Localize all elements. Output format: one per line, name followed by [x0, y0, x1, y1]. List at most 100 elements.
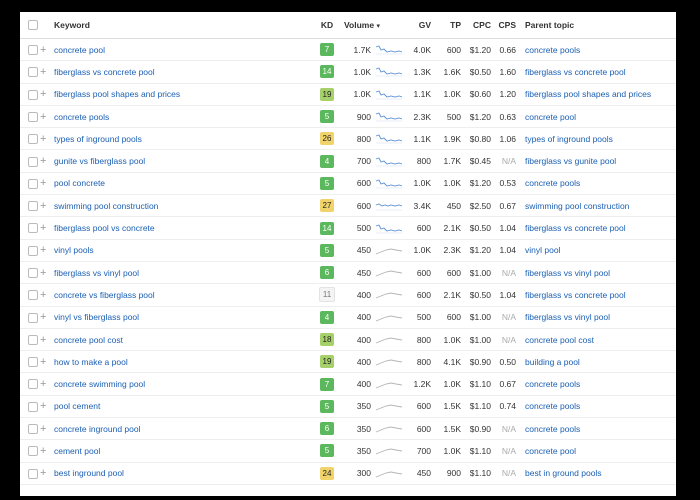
header-parent-topic[interactable]: Parent topic — [519, 12, 676, 39]
parent-topic-link[interactable]: concrete pools — [525, 44, 581, 55]
keyword-link[interactable]: best inground pool — [54, 468, 124, 479]
keyword-link[interactable]: swimming pool construction — [54, 200, 159, 211]
plus-icon[interactable]: + — [40, 378, 47, 391]
add-keyword-cell[interactable]: + — [40, 105, 54, 127]
plus-icon[interactable]: + — [40, 65, 47, 78]
row-checkbox-cell[interactable] — [20, 128, 40, 150]
row-checkbox[interactable] — [28, 156, 38, 167]
trend-sparkline[interactable] — [375, 111, 403, 122]
trend-cell[interactable] — [374, 39, 404, 61]
row-checkbox-cell[interactable] — [20, 418, 40, 440]
header-cps[interactable]: CPS — [494, 12, 519, 39]
parent-topic-link[interactable]: concrete pool cost — [525, 334, 594, 345]
row-checkbox-cell[interactable] — [20, 284, 40, 306]
trend-cell[interactable] — [374, 261, 404, 283]
header-kd[interactable]: KD — [310, 12, 344, 39]
row-checkbox-cell[interactable] — [20, 83, 40, 105]
trend-sparkline[interactable] — [375, 156, 403, 167]
header-gv[interactable]: GV — [404, 12, 434, 39]
trend-cell[interactable] — [374, 462, 404, 484]
add-keyword-cell[interactable]: + — [40, 284, 54, 306]
add-keyword-cell[interactable]: + — [40, 239, 54, 261]
row-checkbox[interactable] — [28, 334, 38, 345]
trend-cell[interactable] — [374, 395, 404, 417]
trend-cell[interactable] — [374, 418, 404, 440]
row-checkbox-cell[interactable] — [20, 306, 40, 328]
add-keyword-cell[interactable]: + — [40, 462, 54, 484]
row-checkbox-cell[interactable] — [20, 105, 40, 127]
plus-icon[interactable]: + — [40, 266, 47, 279]
trend-cell[interactable] — [374, 150, 404, 172]
trend-sparkline[interactable] — [375, 178, 403, 189]
add-keyword-cell[interactable]: + — [40, 373, 54, 395]
row-checkbox-cell[interactable] — [20, 440, 40, 462]
row-checkbox-cell[interactable] — [20, 217, 40, 239]
trend-cell[interactable] — [374, 217, 404, 239]
trend-cell[interactable] — [374, 373, 404, 395]
trend-sparkline[interactable] — [375, 468, 403, 479]
row-checkbox-cell[interactable] — [20, 328, 40, 350]
header-volume[interactable]: Volume ▾ — [344, 12, 404, 39]
header-cpc[interactable]: CPC — [464, 12, 494, 39]
parent-topic-link[interactable]: concrete pools — [525, 423, 581, 434]
add-keyword-cell[interactable]: + — [40, 328, 54, 350]
keyword-link[interactable]: vinyl vs fiberglass pool — [54, 312, 140, 323]
trend-cell[interactable] — [374, 172, 404, 194]
row-checkbox[interactable] — [28, 312, 38, 323]
trend-cell[interactable] — [374, 440, 404, 462]
parent-topic-link[interactable]: types of inground pools — [525, 133, 613, 144]
plus-icon[interactable]: + — [40, 177, 47, 190]
trend-cell[interactable] — [374, 61, 404, 83]
keyword-link[interactable]: pool cement — [54, 401, 101, 412]
parent-topic-link[interactable]: fiberglass pool shapes and prices — [525, 89, 652, 100]
row-checkbox[interactable] — [28, 245, 38, 256]
trend-sparkline[interactable] — [375, 356, 403, 367]
trend-cell[interactable] — [374, 328, 404, 350]
row-checkbox-cell[interactable] — [20, 61, 40, 83]
plus-icon[interactable]: + — [40, 311, 47, 324]
keyword-link[interactable]: fiberglass vs concrete pool — [54, 66, 155, 77]
add-keyword-cell[interactable]: + — [40, 195, 54, 217]
add-keyword-cell[interactable]: + — [40, 351, 54, 373]
trend-sparkline[interactable] — [375, 445, 403, 456]
row-checkbox-cell[interactable] — [20, 261, 40, 283]
add-keyword-cell[interactable]: + — [40, 217, 54, 239]
parent-topic-link[interactable]: best in ground pools — [525, 468, 602, 479]
keyword-link[interactable]: fiberglass pool vs concrete — [54, 223, 155, 234]
parent-topic-link[interactable]: fiberglass vs concrete pool — [525, 289, 626, 300]
header-keyword[interactable]: Keyword — [54, 12, 310, 39]
row-checkbox[interactable] — [28, 468, 38, 479]
keyword-link[interactable]: concrete vs fiberglass pool — [54, 289, 155, 300]
keyword-link[interactable]: concrete pools — [54, 111, 110, 122]
parent-topic-link[interactable]: concrete pools — [525, 379, 581, 390]
trend-sparkline[interactable] — [375, 89, 403, 100]
row-checkbox-cell[interactable] — [20, 395, 40, 417]
trend-cell[interactable] — [374, 128, 404, 150]
add-keyword-cell[interactable]: + — [40, 440, 54, 462]
row-checkbox-cell[interactable] — [20, 373, 40, 395]
parent-topic-link[interactable]: swimming pool construction — [525, 200, 630, 211]
parent-topic-link[interactable]: concrete pool — [525, 111, 577, 122]
trend-cell[interactable] — [374, 351, 404, 373]
add-keyword-cell[interactable]: + — [40, 61, 54, 83]
parent-topic-link[interactable]: concrete pools — [525, 401, 581, 412]
row-checkbox[interactable] — [28, 223, 38, 234]
row-checkbox[interactable] — [28, 424, 38, 435]
add-keyword-cell[interactable]: + — [40, 150, 54, 172]
trend-cell[interactable] — [374, 284, 404, 306]
row-checkbox[interactable] — [28, 201, 38, 212]
trend-cell[interactable] — [374, 105, 404, 127]
trend-sparkline[interactable] — [375, 200, 403, 211]
plus-icon[interactable]: + — [40, 222, 47, 235]
row-checkbox-cell[interactable] — [20, 172, 40, 194]
keyword-link[interactable]: gunite vs fiberglass pool — [54, 156, 146, 167]
keyword-link[interactable]: vinyl pools — [54, 245, 94, 256]
plus-icon[interactable]: + — [40, 444, 47, 457]
parent-topic-link[interactable]: fiberglass vs concrete pool — [525, 66, 626, 77]
header-tp[interactable]: TP — [434, 12, 464, 39]
parent-topic-link[interactable]: vinyl pool — [525, 245, 561, 256]
row-checkbox-cell[interactable] — [20, 351, 40, 373]
trend-sparkline[interactable] — [375, 401, 403, 412]
plus-icon[interactable]: + — [40, 400, 47, 413]
keyword-link[interactable]: fiberglass vs vinyl pool — [54, 267, 140, 278]
